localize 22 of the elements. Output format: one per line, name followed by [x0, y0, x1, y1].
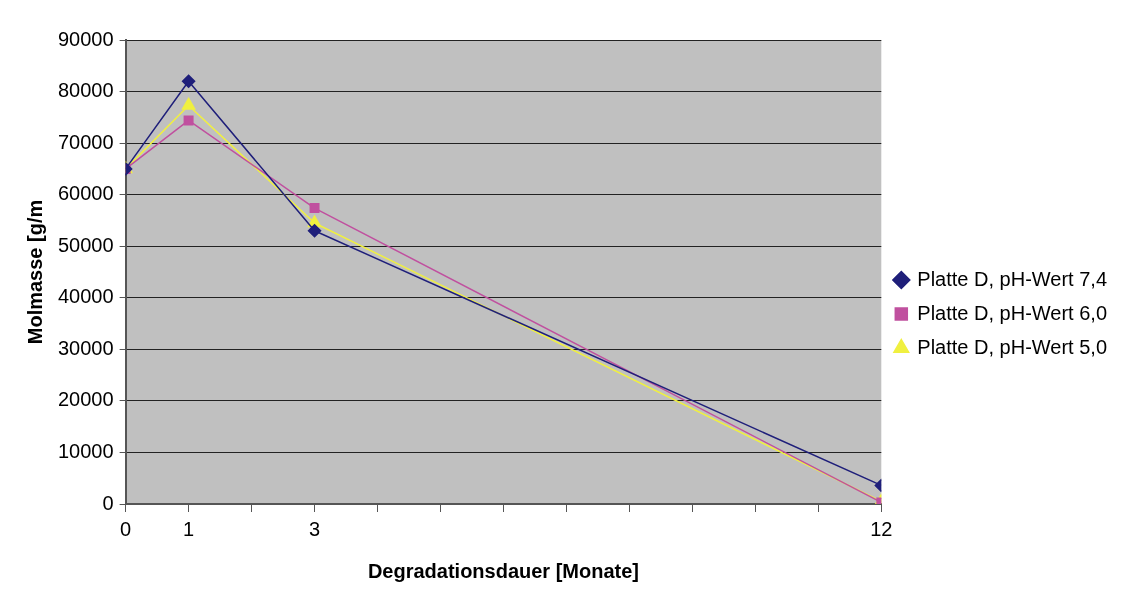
y-tick-label: 90000: [57, 27, 114, 50]
y-tick-label: 80000: [57, 79, 114, 102]
y-tick-label: 50000: [57, 233, 114, 256]
y-tick-label: 60000: [57, 182, 114, 205]
y-tick-label: 20000: [57, 388, 114, 411]
point: [183, 115, 194, 126]
y-tick-label: 30000: [57, 336, 114, 359]
x-tick-label: 1: [183, 517, 195, 540]
legend-label: Platte D, pH-Wert 6,0: [917, 301, 1108, 324]
y-axis-title: Molmasse [g/m: [23, 199, 46, 345]
legend-label: Platte D, pH-Wert 5,0: [917, 335, 1108, 358]
y-tick-label: 70000: [57, 130, 114, 153]
point: [181, 97, 196, 110]
y-tick-label: 0: [102, 491, 114, 514]
x-tick-label: 12: [870, 517, 893, 540]
point: [309, 203, 320, 214]
y-tick-label: 10000: [57, 439, 114, 462]
legend-label: Platte D, pH-Wert 7,4: [917, 267, 1108, 290]
y-tick-label: 40000: [57, 285, 114, 308]
x-tick-label: 3: [308, 517, 321, 540]
x-tick-label: 0: [120, 517, 132, 540]
x-axis-title: Degradationsdauer [Monate]: [367, 559, 640, 582]
